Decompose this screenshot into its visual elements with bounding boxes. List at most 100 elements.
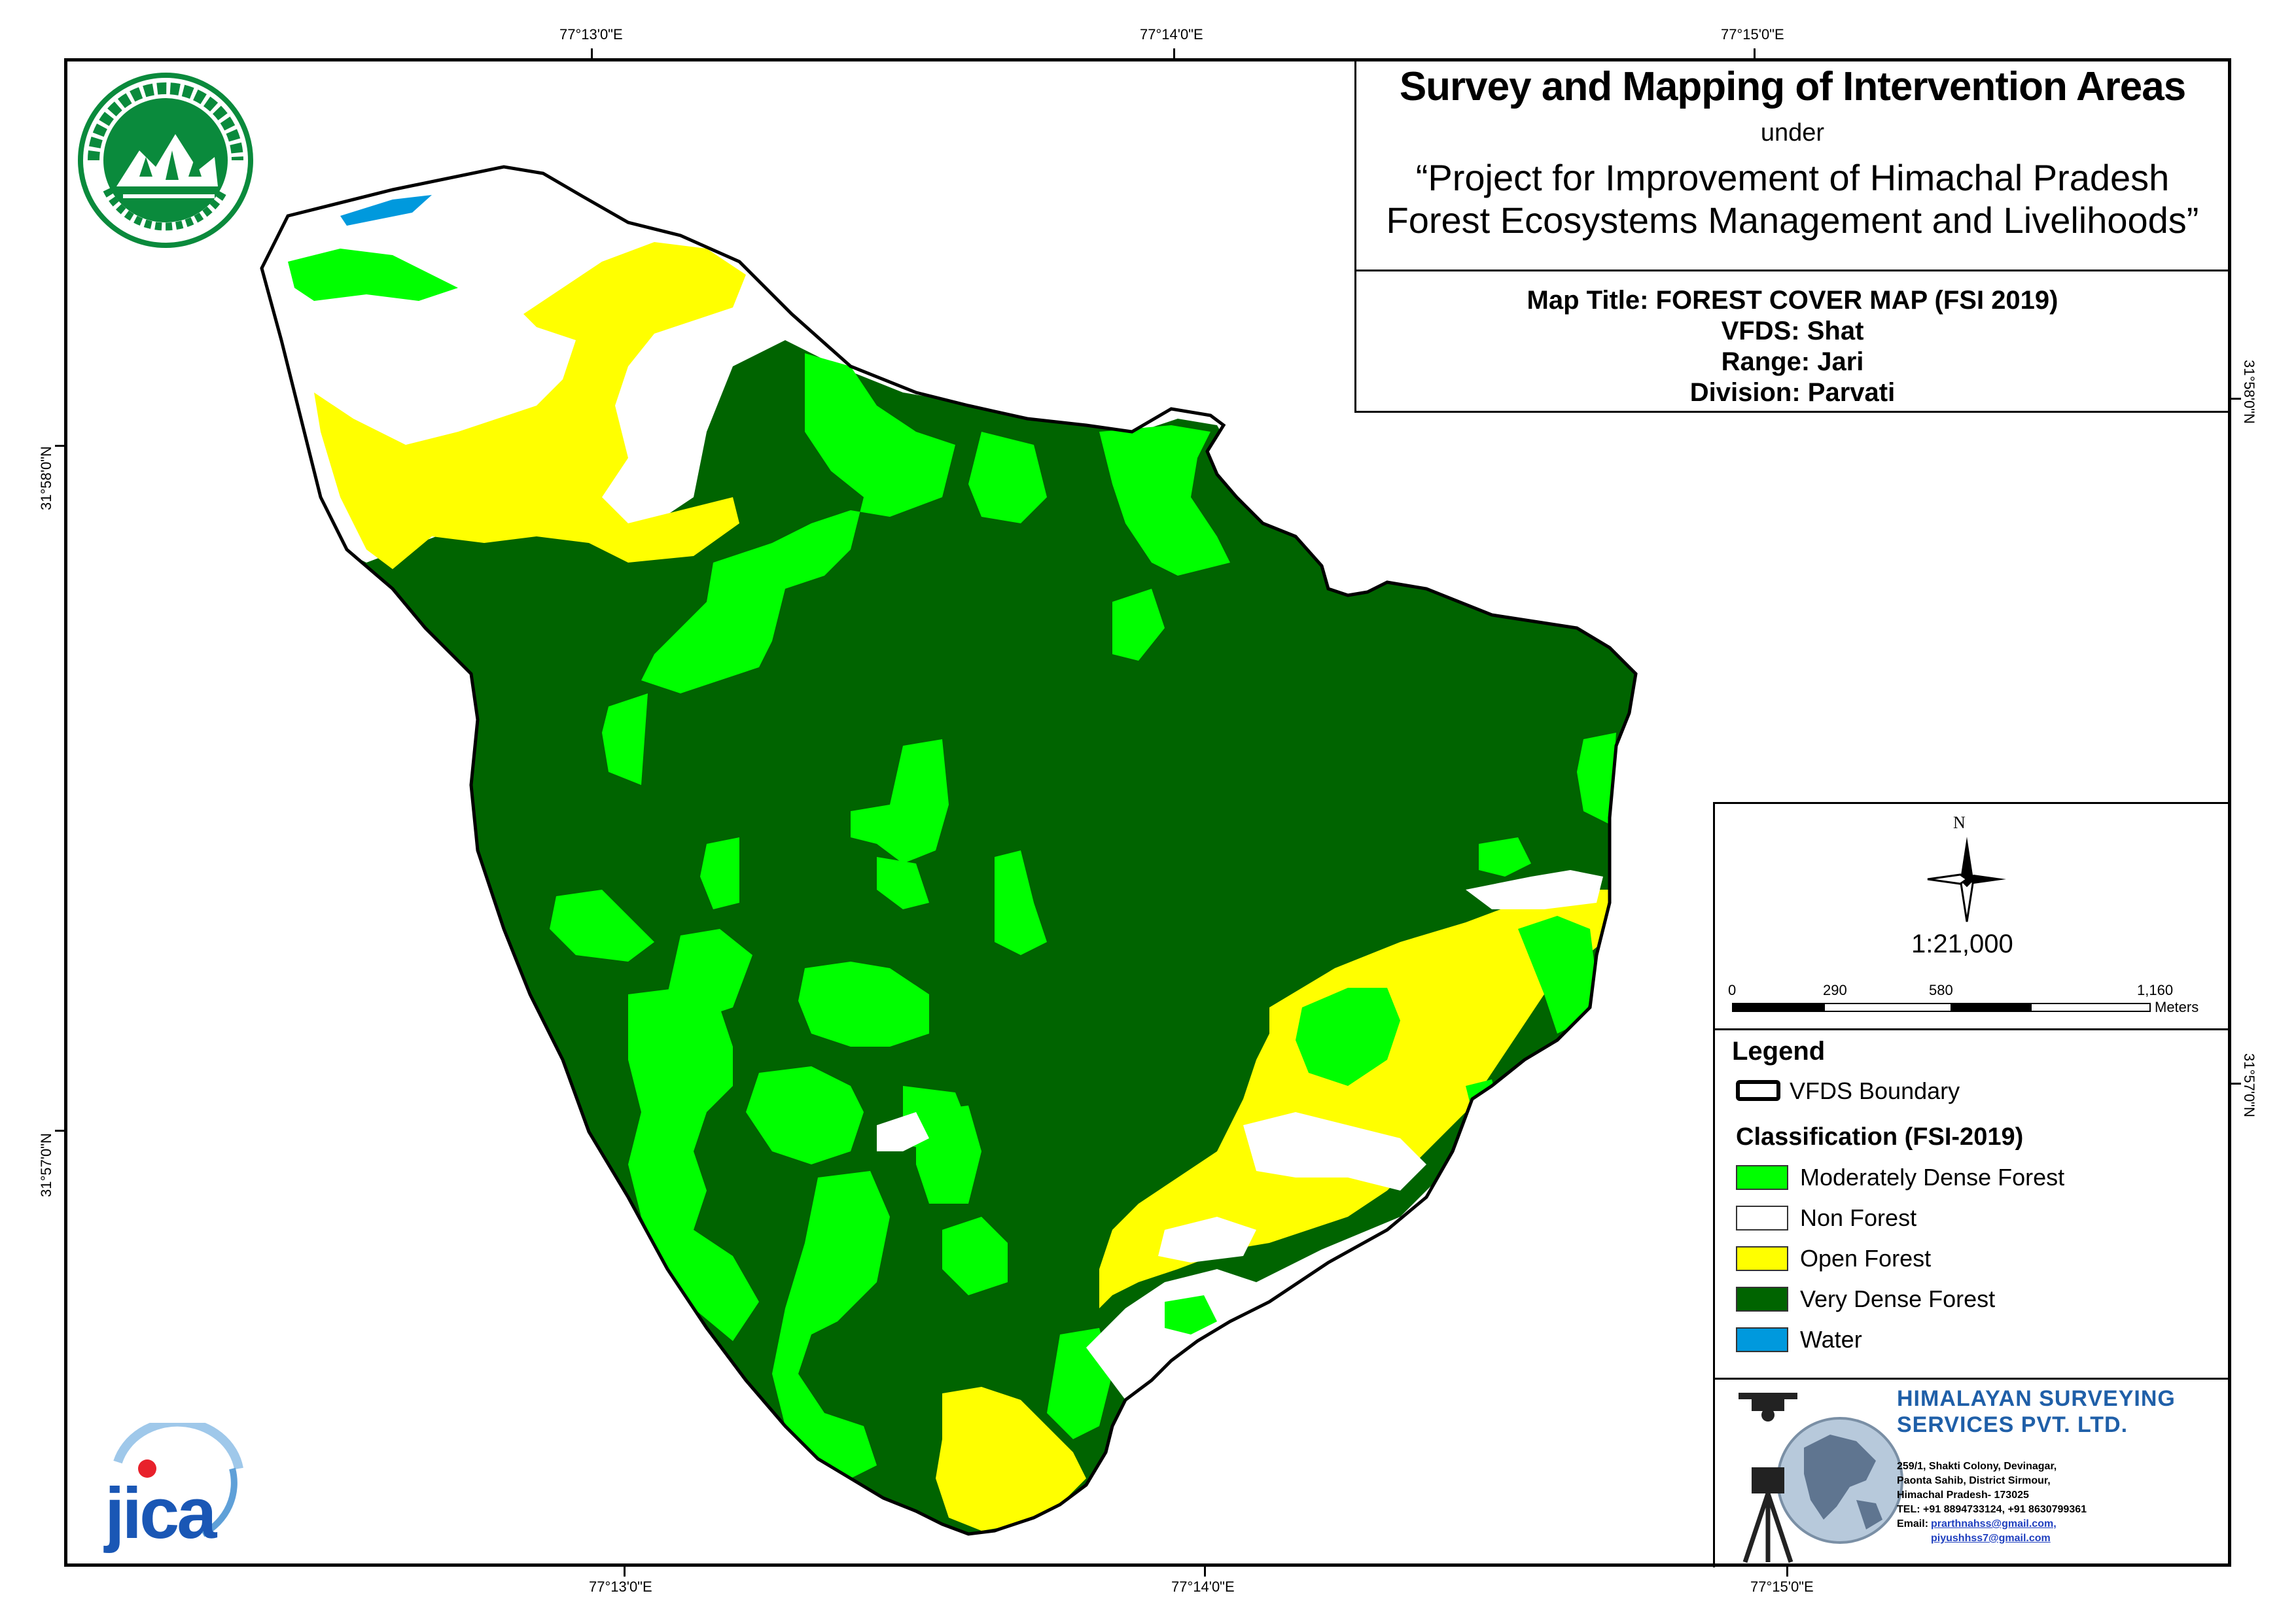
moderately-dense-forest-area [1296,988,1400,1086]
grid-label-bottom-2: 77°14'0"E [1171,1579,1235,1595]
moderately-dense-forest-area [1099,425,1230,576]
moderately-dense-forest-area [877,857,929,909]
vfds-boundary-swatch [1736,1080,1780,1101]
water-area [340,195,432,226]
non-forest-area [1466,870,1603,909]
company-address-3: Himachal Pradesh- 173025 [1897,1490,2029,1501]
moderately-dense-forest-area [772,1171,890,1478]
company-email-2[interactable]: piyushhss7@gmail.com [1931,1533,2051,1544]
company-address-1: 259/1, Shakti Colony, Devinagar, [1897,1461,2057,1472]
legend-label-very-dense: Very Dense Forest [1800,1285,1996,1312]
classification-title: Classification (FSI-2019) [1736,1123,2024,1151]
legend-swatch-very-dense [1736,1287,1788,1312]
scale-bar-segment [1824,1003,1952,1012]
map-frame [64,58,2231,1567]
scale-bar-segment [2030,1003,2151,1012]
moderately-dense-forest-area [628,988,759,1341]
map-info-panel: Map Title: FOREST COVER MAP (FSI 2019) V… [1354,271,2229,413]
project-title-line1: “Project for Improvement of Himachal Pra… [1415,157,2170,198]
division-line: Division: Parvati [1689,378,1896,407]
grid-label-top-1: 77°13'0"E [559,26,623,43]
moderately-dense-forest-area [851,739,949,864]
legend-label-water: Water [1800,1326,1862,1353]
legend-swatch-open-forest [1736,1246,1788,1271]
moderately-dense-forest-area [798,962,929,1047]
moderately-dense-forest-area [746,1066,864,1164]
company-email-1[interactable]: prarthnahss@gmail.com, [1931,1518,2057,1529]
company-name-line1: HIMALAYAN SURVEYING [1897,1386,2176,1411]
grid-label-bottom-3: 77°15'0"E [1750,1579,1814,1595]
company-name-line2: SERVICES PVT. LTD. [1897,1412,2128,1437]
title-under: under [1760,119,1825,147]
moderately-dense-forest-area [1577,733,1616,824]
surveyor-globe-icon [1739,1393,1903,1563]
open-forest-area [314,242,746,569]
grid-label-top-2: 77°14'0"E [1140,26,1203,43]
scale-panel: N 1:21,000 0 290 580 1,160 Meters [1713,802,2229,1028]
company-address-2: Paonta Sahib, District Sirmour, [1897,1475,2051,1486]
moderately-dense-forest-area [1112,589,1165,661]
moderately-dense-forest-area [700,837,739,909]
grid-tick [2231,398,2241,400]
moderately-dense-forest-area [1518,916,1597,1034]
open-forest-area [936,1387,1086,1531]
range-line: Range: Jari [1721,347,1864,376]
moderately-dense-forest-area [641,353,955,693]
scale-tick-3: 1,160 [2137,982,2174,998]
legend-label-open-forest: Open Forest [1800,1245,1932,1272]
non-forest-area [877,1112,929,1151]
legend-label-moderately-dense: Moderately Dense Forest [1800,1164,2065,1191]
moderately-dense-forest-area [916,1106,981,1204]
jica-logo: jica [92,1417,249,1554]
grid-tick [1786,1566,1788,1577]
non-forest-area [1158,1217,1256,1263]
grid-tick [1204,1566,1206,1577]
jica-wordmark: jica [105,1473,217,1554]
moderately-dense-forest-area [288,249,458,301]
north-label: N [1953,813,1966,832]
forest-department-logo [77,72,254,249]
grid-tick [55,1130,65,1132]
grid-label-bottom-1: 77°13'0"E [589,1579,652,1595]
north-arrow-icon [1927,837,2006,922]
legend-label-non-forest: Non Forest [1800,1204,1917,1231]
moderately-dense-forest-area [995,850,1047,955]
map-main-title: Survey and Mapping of Intervention Areas [1399,64,2186,109]
moderately-dense-forest-area [550,890,654,962]
project-title-line2: Forest Ecosystems Management and Livelih… [1386,200,2199,241]
grid-label-top-3: 77°15'0"E [1721,26,1784,43]
company-panel: HIMALAYAN SURVEYING SERVICES PVT. LTD. 2… [1713,1378,2229,1567]
legend-swatch-water [1736,1327,1788,1352]
open-forest-area [1099,890,1610,1308]
company-email-label: Email: [1897,1518,1929,1529]
scale-tick-0: 0 [1728,982,1737,998]
grid-tick [624,1566,626,1577]
legend-swatch-moderately-dense [1736,1165,1788,1190]
grid-tick [591,48,593,59]
moderately-dense-forest-area [1165,1295,1217,1335]
vfds-boundary-line [260,165,1638,1536]
legend-panel: Legend VFDS Boundary Classification (FSI… [1713,1028,2229,1378]
title-panel: Survey and Mapping of Intervention Areas… [1354,61,2229,271]
vfds-line: VFDS: Shat [1721,317,1864,345]
moderately-dense-forest-area [942,1217,1008,1295]
vfds-boundary-label: VFDS Boundary [1790,1077,1960,1104]
company-tel: TEL: +91 8894733124, +91 8630799361 [1897,1504,2087,1515]
scale-ratio: 1:21,000 [1911,930,2013,958]
legend-swatch-non-forest [1736,1206,1788,1230]
grid-tick [1173,48,1175,59]
grid-tick [2231,1083,2241,1085]
moderately-dense-forest-area [602,693,648,785]
scale-tick-1: 290 [1823,982,1847,998]
grid-tick [55,445,65,447]
grid-tick [1754,48,1756,59]
legend-title: Legend [1732,1037,1826,1066]
scale-bar-segment [1952,1003,2030,1012]
moderately-dense-forest-area [1479,837,1531,877]
moderately-dense-forest-area [968,432,1047,523]
map-title-line: Map Title: FOREST COVER MAP (FSI 2019) [1527,286,2058,315]
scale-unit: Meters [2155,999,2199,1015]
scale-bar-segment [1732,1003,1824,1012]
non-forest-area [1243,1112,1426,1191]
